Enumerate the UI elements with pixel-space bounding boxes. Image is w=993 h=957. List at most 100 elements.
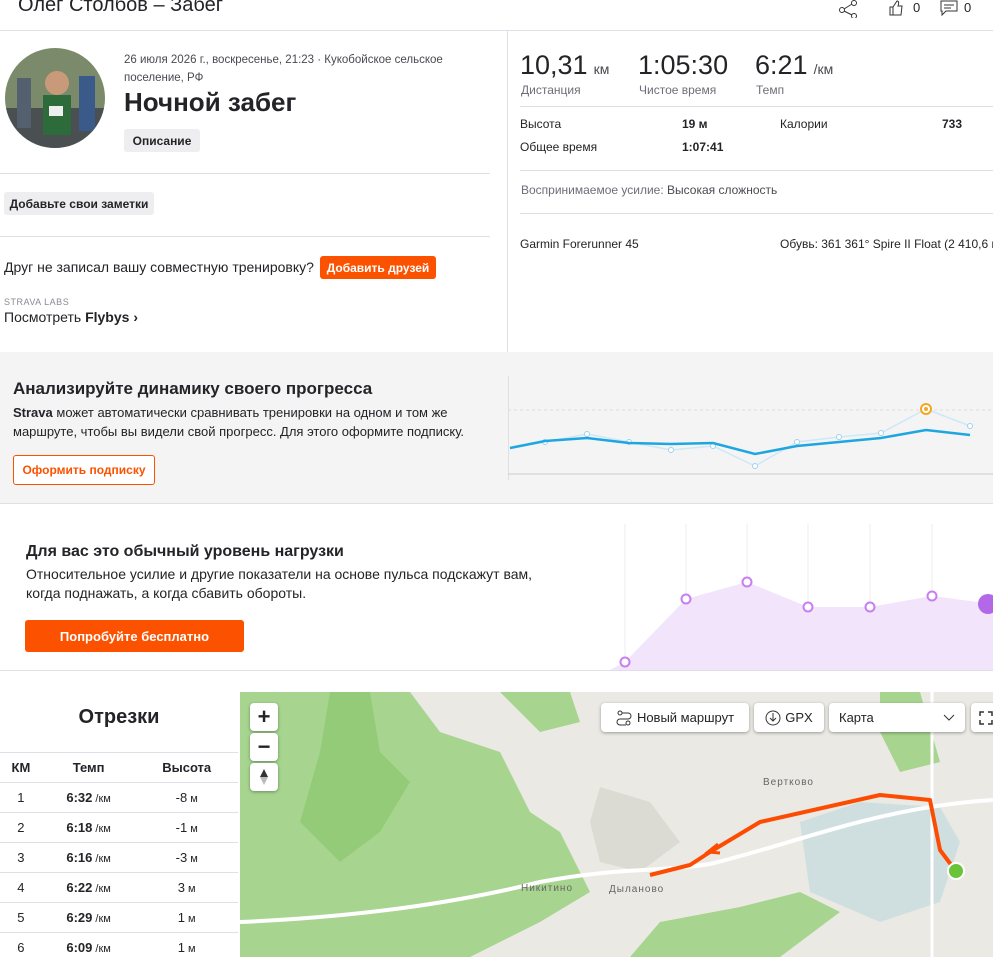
progress-text: Strava может автоматически сравнивать тр… (13, 403, 483, 441)
new-route-button[interactable]: Новый маршрут (601, 703, 749, 732)
stat-label: Чистое время (639, 83, 717, 97)
zoom-in[interactable]: + (250, 703, 278, 731)
progress-title: Анализируйте динамику своего прогресса (13, 379, 373, 398)
activity-date-location: 26 июля 2026 г., воскресенье, 21:23 · Ку… (124, 54, 443, 84)
divider (520, 170, 993, 171)
progress-body: может автоматически сравнивать тренировк… (13, 405, 465, 439)
split-km: 3 (17, 850, 25, 865)
device: Garmin Forerunner 45 (520, 237, 639, 251)
like-count: 0 (913, 0, 921, 15)
effort-promo-title: Для вас это обычный уровень нагрузки (26, 543, 344, 560)
zoom-out[interactable]: − (250, 733, 278, 761)
elevation-label: Высота (520, 117, 562, 131)
split-row: 4 6:22/км 3 м (0, 873, 238, 903)
divider (520, 213, 993, 214)
split-row: 5 6:29/км 1 м (0, 903, 238, 933)
pace-value: 6:22 (66, 880, 93, 895)
elevation-unit: м (188, 943, 196, 955)
pace-value: 6:16 (66, 850, 93, 865)
split-row: 6 6:09/км 1 м (0, 933, 238, 957)
pace-unit: /км (95, 943, 111, 955)
map-place: Вертково (763, 777, 814, 788)
elevation-unit: м (188, 883, 196, 895)
stat-unit: /км (813, 61, 834, 77)
stat-value: 6:21 (755, 50, 808, 80)
notes-button[interactable]: Добавьте свои заметки (4, 192, 154, 215)
split-km: 2 (17, 820, 25, 835)
column-header: КМ (11, 760, 31, 775)
pace-unit: /км (95, 793, 111, 805)
split-elevation: -3 м (135, 843, 238, 873)
column-header: Темп (72, 760, 105, 775)
page-title: Олег Столбов – Забег (18, 0, 223, 16)
pace-value: 6:09 (66, 940, 93, 955)
new-route-label: Новый маршрут (636, 710, 735, 725)
divider (0, 30, 993, 31)
elevation-unit: м (188, 913, 196, 925)
flybys-link[interactable]: Посмотреть Flybys › (4, 309, 138, 325)
stat-unit: км (593, 61, 610, 77)
try-free-button[interactable]: Попробуйте бесплатно (25, 620, 244, 652)
description-button[interactable]: Описание (124, 129, 200, 152)
labs-label: STRAVA LABS (4, 297, 70, 307)
divider (0, 670, 993, 671)
stat-value: 10,31 (520, 50, 588, 80)
splits-table: КМ Темп Высота 1 6:32/км -8 м 2 6:18/км -1 м 3 6:16… (0, 752, 238, 957)
split-pace: 6:29/км (42, 903, 136, 933)
split-km: 1 (17, 790, 25, 805)
pace-unit: /км (95, 913, 111, 925)
pace-value: 6:18 (66, 820, 93, 835)
avatar[interactable] (5, 48, 105, 148)
split-elevation: -8 м (135, 783, 238, 813)
add-friends-button[interactable]: Добавить друзей (320, 256, 436, 279)
elevation-unit: м (190, 793, 198, 805)
pace-unit: /км (95, 883, 111, 895)
divider (0, 236, 490, 237)
map[interactable] (240, 692, 993, 957)
split-km: 6 (17, 940, 25, 955)
pace-value: 6:29 (66, 910, 93, 925)
brand: Strava (13, 405, 53, 420)
activity-name: Ночной забег (124, 87, 297, 117)
gpx-label: GPX (785, 710, 813, 725)
stat-label: Дистанция (521, 83, 581, 97)
subscribe-button[interactable]: Оформить подписку (13, 455, 155, 485)
effort-promo-text: Относительное усилие и другие показатели… (26, 566, 533, 601)
share-icon[interactable] (838, 0, 860, 18)
split-pace: 6:22/км (42, 873, 136, 903)
split-row: 2 6:18/км -1 м (0, 813, 238, 843)
split-pace: 6:16/км (42, 843, 136, 873)
elevation-value: 19 м (682, 117, 708, 131)
like-icon[interactable] (888, 0, 904, 16)
compass[interactable] (250, 763, 278, 791)
elevation-value: -8 (175, 790, 188, 805)
divider (507, 30, 508, 352)
fullscreen-button[interactable] (971, 703, 993, 732)
pace-unit: /км (95, 853, 111, 865)
splits-body: 1 6:32/км -8 м 2 6:18/км -1 м 3 6:16/км -3 м 4 6:22/к… (0, 783, 238, 957)
divider (0, 173, 490, 174)
effort-value: Высокая сложность (667, 183, 778, 197)
splits-title: Отрезки (78, 706, 160, 728)
split-row: 1 6:32/км -8 м (0, 783, 238, 813)
comment-icon[interactable] (940, 0, 958, 16)
elapsed-label: Общее время (520, 140, 598, 154)
pace-value: 6:32 (66, 790, 93, 805)
stat: 10,31 км (520, 50, 609, 81)
split-row: 3 6:16/км -3 м (0, 843, 238, 873)
map-layer-select[interactable]: Карта (829, 703, 965, 732)
elevation-unit: м (190, 823, 198, 835)
effort-illustration (610, 524, 993, 670)
splits-header: КМ Темп Высота (0, 752, 238, 783)
calories-value: 733 (942, 117, 963, 131)
split-km: 5 (17, 910, 25, 925)
comment-count: 0 (964, 0, 972, 15)
pace-unit: /км (95, 823, 111, 835)
split-pace: 6:18/км (42, 813, 136, 843)
elevation-value: -1 (175, 820, 188, 835)
gpx-button[interactable]: GPX (754, 703, 824, 732)
progress-promo (0, 352, 993, 504)
